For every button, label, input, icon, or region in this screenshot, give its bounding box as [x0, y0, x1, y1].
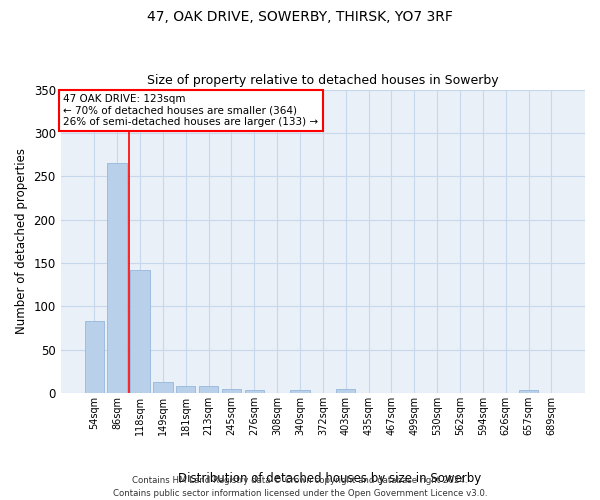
Bar — [221, 390, 241, 393]
Bar — [290, 390, 310, 393]
Bar — [153, 382, 173, 393]
Bar — [85, 321, 104, 393]
Text: Distribution of detached houses by size in Sowerby: Distribution of detached houses by size … — [178, 472, 482, 485]
Y-axis label: Number of detached properties: Number of detached properties — [15, 148, 28, 334]
Text: 47, OAK DRIVE, SOWERBY, THIRSK, YO7 3RF: 47, OAK DRIVE, SOWERBY, THIRSK, YO7 3RF — [147, 10, 453, 24]
Bar — [199, 386, 218, 393]
Bar — [519, 390, 538, 393]
Title: Size of property relative to detached houses in Sowerby: Size of property relative to detached ho… — [147, 74, 499, 87]
Text: Contains HM Land Registry data © Crown copyright and database right 2024.
Contai: Contains HM Land Registry data © Crown c… — [113, 476, 487, 498]
Bar — [107, 163, 127, 393]
Bar — [245, 390, 264, 393]
Bar — [130, 270, 149, 393]
Bar — [176, 386, 196, 393]
Text: 47 OAK DRIVE: 123sqm
← 70% of detached houses are smaller (364)
26% of semi-deta: 47 OAK DRIVE: 123sqm ← 70% of detached h… — [63, 94, 319, 128]
Bar — [336, 390, 355, 393]
